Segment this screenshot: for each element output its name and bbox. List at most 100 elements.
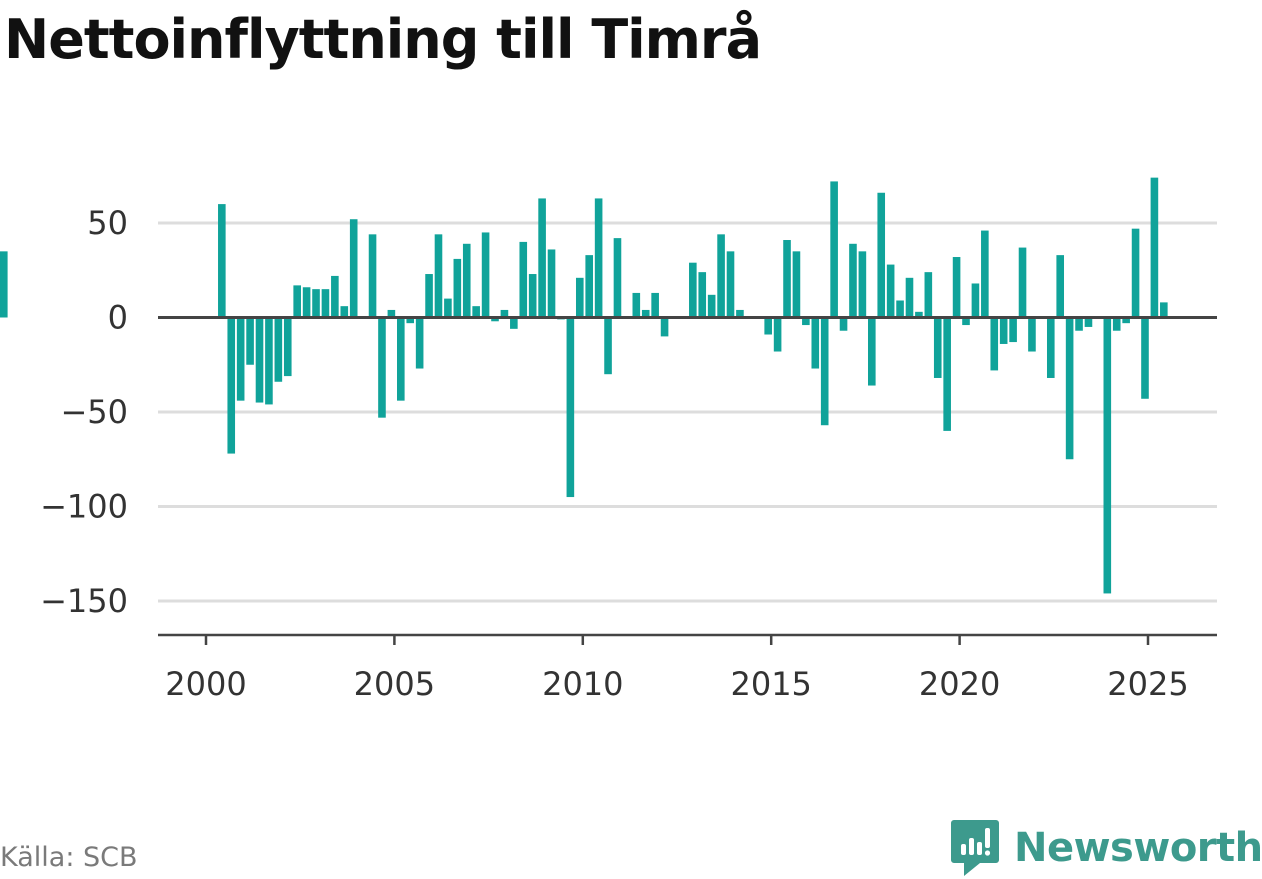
bars: [0, 177, 1168, 594]
bar: [1122, 317, 1130, 324]
bar: [453, 258, 462, 318]
bar: [952, 257, 961, 318]
bar: [933, 317, 942, 378]
bar: [1056, 255, 1065, 318]
bar: [274, 317, 283, 382]
bar: [0, 251, 8, 318]
bar: [1112, 317, 1121, 331]
bar: [594, 198, 603, 318]
bar: [425, 274, 433, 318]
bar: [990, 317, 999, 371]
bar: [604, 317, 612, 375]
bar: [406, 317, 415, 324]
bar: [849, 243, 857, 318]
bar: [378, 317, 386, 418]
bar: [764, 317, 772, 335]
bar: [236, 317, 245, 401]
chart-title: Nettoinflyttning till Timrå: [4, 8, 762, 71]
bar: [302, 287, 311, 318]
bar: [886, 264, 895, 318]
y-tick-label: −150: [40, 582, 128, 620]
bar: [924, 272, 933, 318]
bar: [981, 230, 989, 318]
bar: [820, 317, 829, 426]
bar: [698, 272, 707, 318]
bar: [1065, 317, 1074, 460]
bar: [792, 251, 801, 318]
bar: [802, 317, 810, 326]
bar: [368, 234, 377, 318]
bar: [613, 238, 622, 318]
bar: [726, 251, 735, 318]
bar: [575, 277, 584, 318]
bar: [462, 243, 471, 318]
bar: [331, 275, 339, 318]
bar: [962, 317, 970, 326]
bar: [519, 241, 528, 318]
bar: [444, 298, 452, 318]
x-tick-label: 2000: [165, 665, 246, 703]
bar: [246, 317, 254, 365]
bar: [397, 317, 405, 401]
bar: [877, 192, 886, 318]
bar: [632, 292, 641, 318]
bar: [500, 309, 509, 318]
bar: [340, 306, 349, 318]
bar: [491, 317, 499, 322]
x-tick-label: 2010: [542, 665, 623, 703]
bar: [227, 317, 236, 454]
x-tick-label: 2020: [919, 665, 1000, 703]
bar: [481, 232, 490, 318]
y-tick-label: −100: [40, 488, 128, 526]
brand-logo[interactable]: Newsworthy: [950, 818, 1262, 878]
bar: [905, 277, 914, 318]
newsworthy-logo-icon: [951, 820, 999, 876]
bar: [283, 317, 292, 377]
bar: [1150, 177, 1159, 318]
bar: [1084, 317, 1093, 327]
bar: [528, 274, 537, 318]
bar: [1131, 228, 1140, 318]
bar: [783, 240, 791, 318]
x-tick-label: 2025: [1107, 665, 1188, 703]
bar: [858, 251, 867, 318]
gridlines: [158, 221, 1217, 603]
bar: [811, 317, 820, 369]
bar: [736, 309, 744, 318]
bar: [830, 181, 838, 318]
bar: [773, 317, 782, 352]
bar: [321, 289, 330, 318]
bar: [387, 309, 396, 318]
bar: [641, 309, 650, 318]
source-note: Källa: SCB: [0, 842, 138, 873]
bar: [689, 262, 697, 318]
x-tick-label: 2005: [354, 665, 435, 703]
bar: [566, 317, 575, 498]
bar: [218, 204, 226, 318]
bar: [349, 219, 358, 318]
bar: [839, 317, 848, 331]
bar: [1009, 317, 1017, 343]
x-tick-labels: 2000 2005 2010 2015 2020 2025: [165, 665, 1188, 703]
bar: [943, 317, 951, 431]
bar: [1046, 317, 1055, 378]
bar: [293, 285, 301, 318]
y-tick-labels: 50 0 −50 −100 −150: [40, 204, 128, 620]
bar: [660, 317, 669, 337]
bar: [1141, 317, 1149, 399]
bar: [1075, 317, 1083, 331]
axes: [158, 316, 1217, 645]
bar: [915, 311, 923, 318]
brand-name: Newsworthy: [1014, 825, 1262, 871]
bar: [896, 300, 904, 318]
bar: [717, 234, 725, 318]
x-tick-label: 2015: [730, 665, 811, 703]
y-tick-label: 0: [108, 299, 128, 337]
bar: [547, 249, 556, 318]
bar: [707, 294, 716, 318]
bar: [538, 198, 546, 318]
bar: [312, 289, 320, 318]
bar: [510, 317, 518, 329]
bar: [1160, 302, 1168, 318]
